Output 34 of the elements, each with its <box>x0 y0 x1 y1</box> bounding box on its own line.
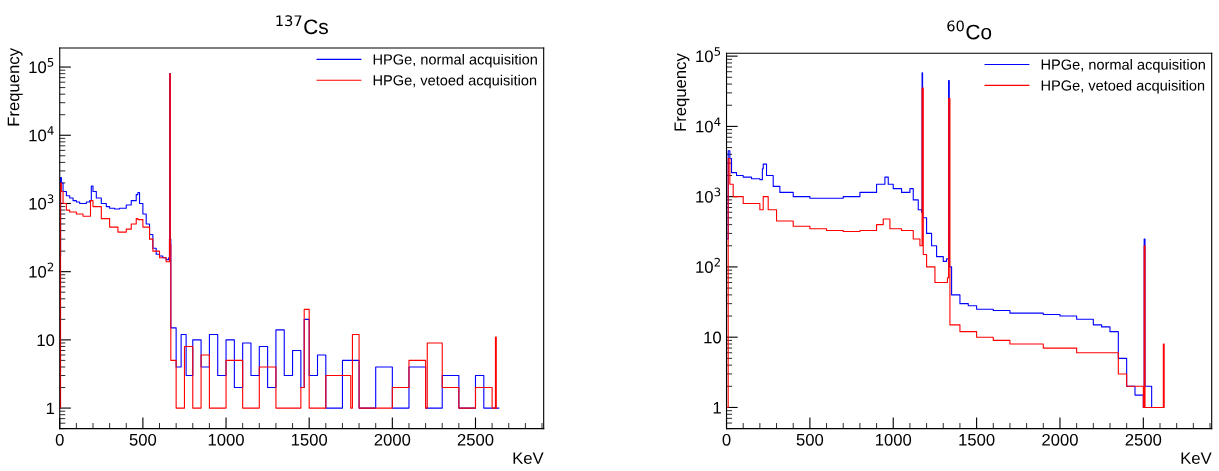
y-tick-label: 10$^{2}$ <box>696 257 720 273</box>
x-tick-label: 0 <box>55 433 64 446</box>
x-axis-title: KeV <box>1181 452 1212 465</box>
x-tick-label: 1500 <box>291 433 328 446</box>
legend-label: HPGe, vetoed acquisition <box>373 74 537 89</box>
legend-label: HPGe, vetoed acquisition <box>1041 79 1205 94</box>
y-tick-label: 10$^{5}$ <box>696 47 721 63</box>
x-tick-label: 1500 <box>959 433 995 446</box>
y-axis-title: Frequency <box>674 53 690 131</box>
y-tick-label: 10$^{3}$ <box>29 194 54 210</box>
y-tick-label: 1 <box>46 402 55 415</box>
x-tick-label: 2500 <box>457 433 494 446</box>
x-tick-label: 0 <box>722 433 731 446</box>
x-tick-label: 1000 <box>208 433 244 446</box>
y-axis-title: Frequency <box>7 48 23 126</box>
y-tick-label: 10$^{5}$ <box>29 58 54 74</box>
y-tick-label: 10$^{3}$ <box>696 187 721 203</box>
x-tick-label: 500 <box>796 433 824 446</box>
x-tick-label: 2500 <box>1125 433 1162 446</box>
y-tick-label: 10$^{4}$ <box>696 117 721 133</box>
y-tick-label: 1 <box>713 402 721 414</box>
x-tick-label: 2000 <box>1042 433 1078 446</box>
chart-title: $^{137}$Cs <box>276 15 328 35</box>
x-tick-label: 2000 <box>374 433 411 446</box>
legend-label: HPGe, normal acquisition <box>1041 59 1205 73</box>
x-axis-title: KeV <box>513 452 544 465</box>
x-tick-label: 500 <box>129 433 157 446</box>
legend-label: HPGe, normal acquisition <box>373 53 537 68</box>
x-tick-label: 1000 <box>875 433 912 446</box>
y-tick-label: 10$^{2}$ <box>29 262 54 278</box>
chart-title: $^{60}$Co <box>947 20 992 40</box>
y-tick-label: 10$^{4}$ <box>29 126 54 142</box>
y-tick-label: 10 <box>704 331 722 344</box>
y-tick-label: 10 <box>37 334 55 347</box>
